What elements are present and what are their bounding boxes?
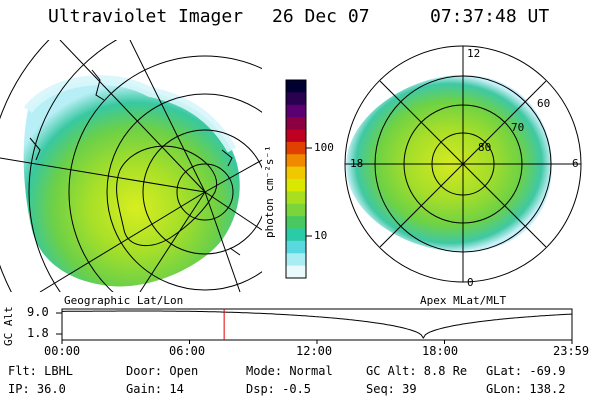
colorbar-tick-100: 100 [314,141,334,154]
date-label: 26 Dec 07 [272,6,370,27]
altitude-curve [62,310,573,339]
colorbar-segment [286,129,306,143]
time-label: 07:37:48 UT [430,6,550,27]
colorbar-segment [286,117,306,130]
coastlines [29,69,241,256]
glon-info: GLon: 138.2 [486,382,566,396]
left-aurora-edge [23,75,237,153]
colorbar-segment [286,141,306,155]
instrument-title: Ultraviolet Imager [48,6,244,27]
colorbar-segment [286,104,306,118]
colorbar-segment [286,240,306,254]
colorbar-segment [286,228,306,242]
latitude-circles [0,40,262,292]
seq-info: Seq: 39 [366,382,417,396]
magnetic-map [344,45,582,283]
mlt-label-18: 18 [350,157,364,170]
ip-info: IP: 36.0 [8,382,66,396]
colorbar-segment [286,216,306,229]
filter-info: Flt: LBHL [8,364,74,378]
mode-info: Mode: Normal [246,364,333,378]
colorbar [286,80,306,279]
colorbar-segment [286,265,306,279]
colorbar-tick-10: 10 [314,229,328,242]
time-tick-0600: 06:00 [169,344,206,358]
colorbar-segment [286,203,306,217]
gc-alt-axis-label: GC Alt [2,306,15,346]
mlt-label-6: 6 [572,157,579,170]
alt-tick-9: 9.0 [27,305,49,319]
geographic-map [0,40,262,292]
mlat-label-70: 70 [511,121,525,134]
gain-info: Gain: 14 [126,382,184,396]
colorbar-segment [286,154,306,168]
time-tick-0000: 00:00 [44,344,81,358]
time-tick-1800: 18:00 [422,344,459,358]
mlat-label-60: 60 [537,97,551,110]
colorbar-segment [286,166,306,180]
colorbar-segment [286,253,306,267]
mlt-label-12: 12 [467,47,481,60]
mlt-label-0: 0 [467,276,474,289]
colorbar-frame [285,79,312,279]
left-aurora-image [23,80,240,287]
altitude-plot [56,308,573,344]
right-map-caption: Apex MLat/MLT [420,294,507,307]
time-tick-2359: 23:59 [553,344,590,358]
colorbar-label: photon cm⁻²s⁻¹ [263,145,276,238]
glat-info: GLat: -69.9 [486,364,566,378]
colorbar-segment [286,92,306,106]
longitude-lines [0,40,262,292]
gc-alt-info: GC Alt: 8.8 Re [366,364,468,378]
mlat-label-80: 80 [478,141,492,154]
time-tick-1200: 12:00 [296,344,333,358]
colorbar-segment [286,179,306,192]
dsp-info: Dsp: -0.5 [246,382,312,396]
colorbar-segment [286,80,306,93]
door-info: Door: Open [126,364,199,378]
alt-tick-1.8: 1.8 [27,326,49,340]
left-map-caption: Geographic Lat/Lon [64,294,184,307]
colorbar-segment [286,191,306,205]
